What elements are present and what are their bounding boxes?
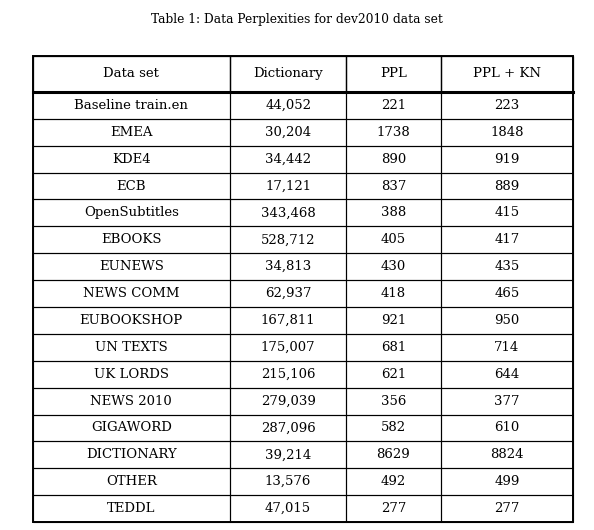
Text: 17,121: 17,121 [265,180,311,192]
Text: NEWS COMM: NEWS COMM [83,287,179,300]
Text: OpenSubtitles: OpenSubtitles [84,206,179,219]
Text: 388: 388 [381,206,406,219]
Text: 492: 492 [381,475,406,488]
Text: 44,052: 44,052 [265,99,311,112]
Text: 435: 435 [494,260,520,273]
Text: 499: 499 [494,475,520,488]
Text: UN TEXTS: UN TEXTS [95,341,168,354]
Text: 582: 582 [381,421,406,435]
Text: 277: 277 [494,502,520,515]
Text: 279,039: 279,039 [261,394,315,408]
Text: GIGAWORD: GIGAWORD [91,421,172,435]
Text: UK LORDS: UK LORDS [94,368,169,381]
Text: Dictionary: Dictionary [253,67,323,81]
Text: 417: 417 [494,233,520,246]
Text: Data set: Data set [103,67,159,81]
Text: 714: 714 [494,341,520,354]
Text: 950: 950 [494,314,520,327]
Text: 167,811: 167,811 [261,314,315,327]
Text: 889: 889 [494,180,520,192]
Text: Table 1: Data Perplexities for dev2010 data set: Table 1: Data Perplexities for dev2010 d… [151,13,443,26]
Text: 8824: 8824 [490,448,524,461]
Text: 39,214: 39,214 [265,448,311,461]
Text: 1738: 1738 [377,126,410,139]
Text: 919: 919 [494,153,520,166]
Text: 221: 221 [381,99,406,112]
Text: 418: 418 [381,287,406,300]
Text: 890: 890 [381,153,406,166]
Text: 528,712: 528,712 [261,233,315,246]
Text: TEDDL: TEDDL [107,502,156,515]
Text: 921: 921 [381,314,406,327]
Text: 343,468: 343,468 [261,206,315,219]
Text: EUBOOKSHOP: EUBOOKSHOP [80,314,183,327]
Text: NEWS 2010: NEWS 2010 [90,394,172,408]
Text: 837: 837 [381,180,406,192]
Text: 356: 356 [381,394,406,408]
Text: 681: 681 [381,341,406,354]
Text: 1848: 1848 [490,126,524,139]
Text: 13,576: 13,576 [265,475,311,488]
Text: 215,106: 215,106 [261,368,315,381]
Text: Baseline train.en: Baseline train.en [74,99,188,112]
Text: EUNEWS: EUNEWS [99,260,164,273]
Text: ECB: ECB [116,180,146,192]
Text: 287,096: 287,096 [261,421,315,435]
Text: PPL: PPL [380,67,407,81]
Text: EBOOKS: EBOOKS [101,233,162,246]
Text: DICTIONARY: DICTIONARY [86,448,176,461]
Text: 30,204: 30,204 [265,126,311,139]
Text: 377: 377 [494,394,520,408]
Text: 175,007: 175,007 [261,341,315,354]
Text: PPL + KN: PPL + KN [473,67,541,81]
Text: 405: 405 [381,233,406,246]
Text: 644: 644 [494,368,520,381]
Text: 465: 465 [494,287,520,300]
Text: 34,442: 34,442 [265,153,311,166]
Text: 223: 223 [494,99,520,112]
Text: 621: 621 [381,368,406,381]
Text: 277: 277 [381,502,406,515]
Text: 47,015: 47,015 [265,502,311,515]
Text: KDE4: KDE4 [112,153,151,166]
Text: 430: 430 [381,260,406,273]
Text: 34,813: 34,813 [265,260,311,273]
Text: 62,937: 62,937 [265,287,311,300]
Text: 415: 415 [494,206,520,219]
Text: 610: 610 [494,421,520,435]
Text: EMEA: EMEA [110,126,153,139]
Text: 8629: 8629 [377,448,410,461]
Text: OTHER: OTHER [106,475,157,488]
